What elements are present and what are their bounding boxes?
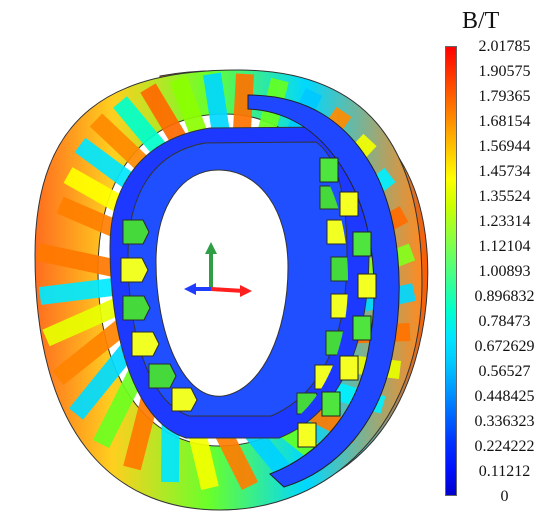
legend-value: 1.68154 <box>478 113 531 130</box>
legend-title: B/T <box>462 8 500 34</box>
legend-value: 0.56527 <box>478 363 531 380</box>
motor-body <box>34 69 429 511</box>
legend-value: 0.672629 <box>474 338 535 355</box>
legend-value: 1.00893 <box>478 263 531 280</box>
inner-opening <box>155 169 289 397</box>
legend-value: 0.11212 <box>478 463 531 480</box>
legend-value: 1.35524 <box>478 188 531 205</box>
coordinate-axes <box>184 242 252 297</box>
side-rotor-band <box>247 94 400 488</box>
legend-color-bar <box>445 46 457 496</box>
legend-value: 0.336323 <box>474 413 535 430</box>
legend-value: 0 <box>500 488 509 505</box>
legend-value: 1.45734 <box>478 163 531 180</box>
legend-labels: 2.01785 1.90575 1.79365 1.68154 1.56944 … <box>462 38 547 518</box>
legend-value: 1.56944 <box>478 138 531 155</box>
legend-value: 1.23314 <box>478 213 531 230</box>
legend-value: 1.90575 <box>478 63 531 80</box>
legend-value: 0.448425 <box>474 388 535 405</box>
legend-value: 2.01785 <box>478 38 531 55</box>
legend-value: 1.12104 <box>478 238 531 255</box>
legend-value: 1.79365 <box>478 88 531 105</box>
legend-value: 0.78473 <box>478 313 531 330</box>
legend-value: 0.896832 <box>474 288 535 305</box>
legend-value: 0.224222 <box>474 438 535 455</box>
